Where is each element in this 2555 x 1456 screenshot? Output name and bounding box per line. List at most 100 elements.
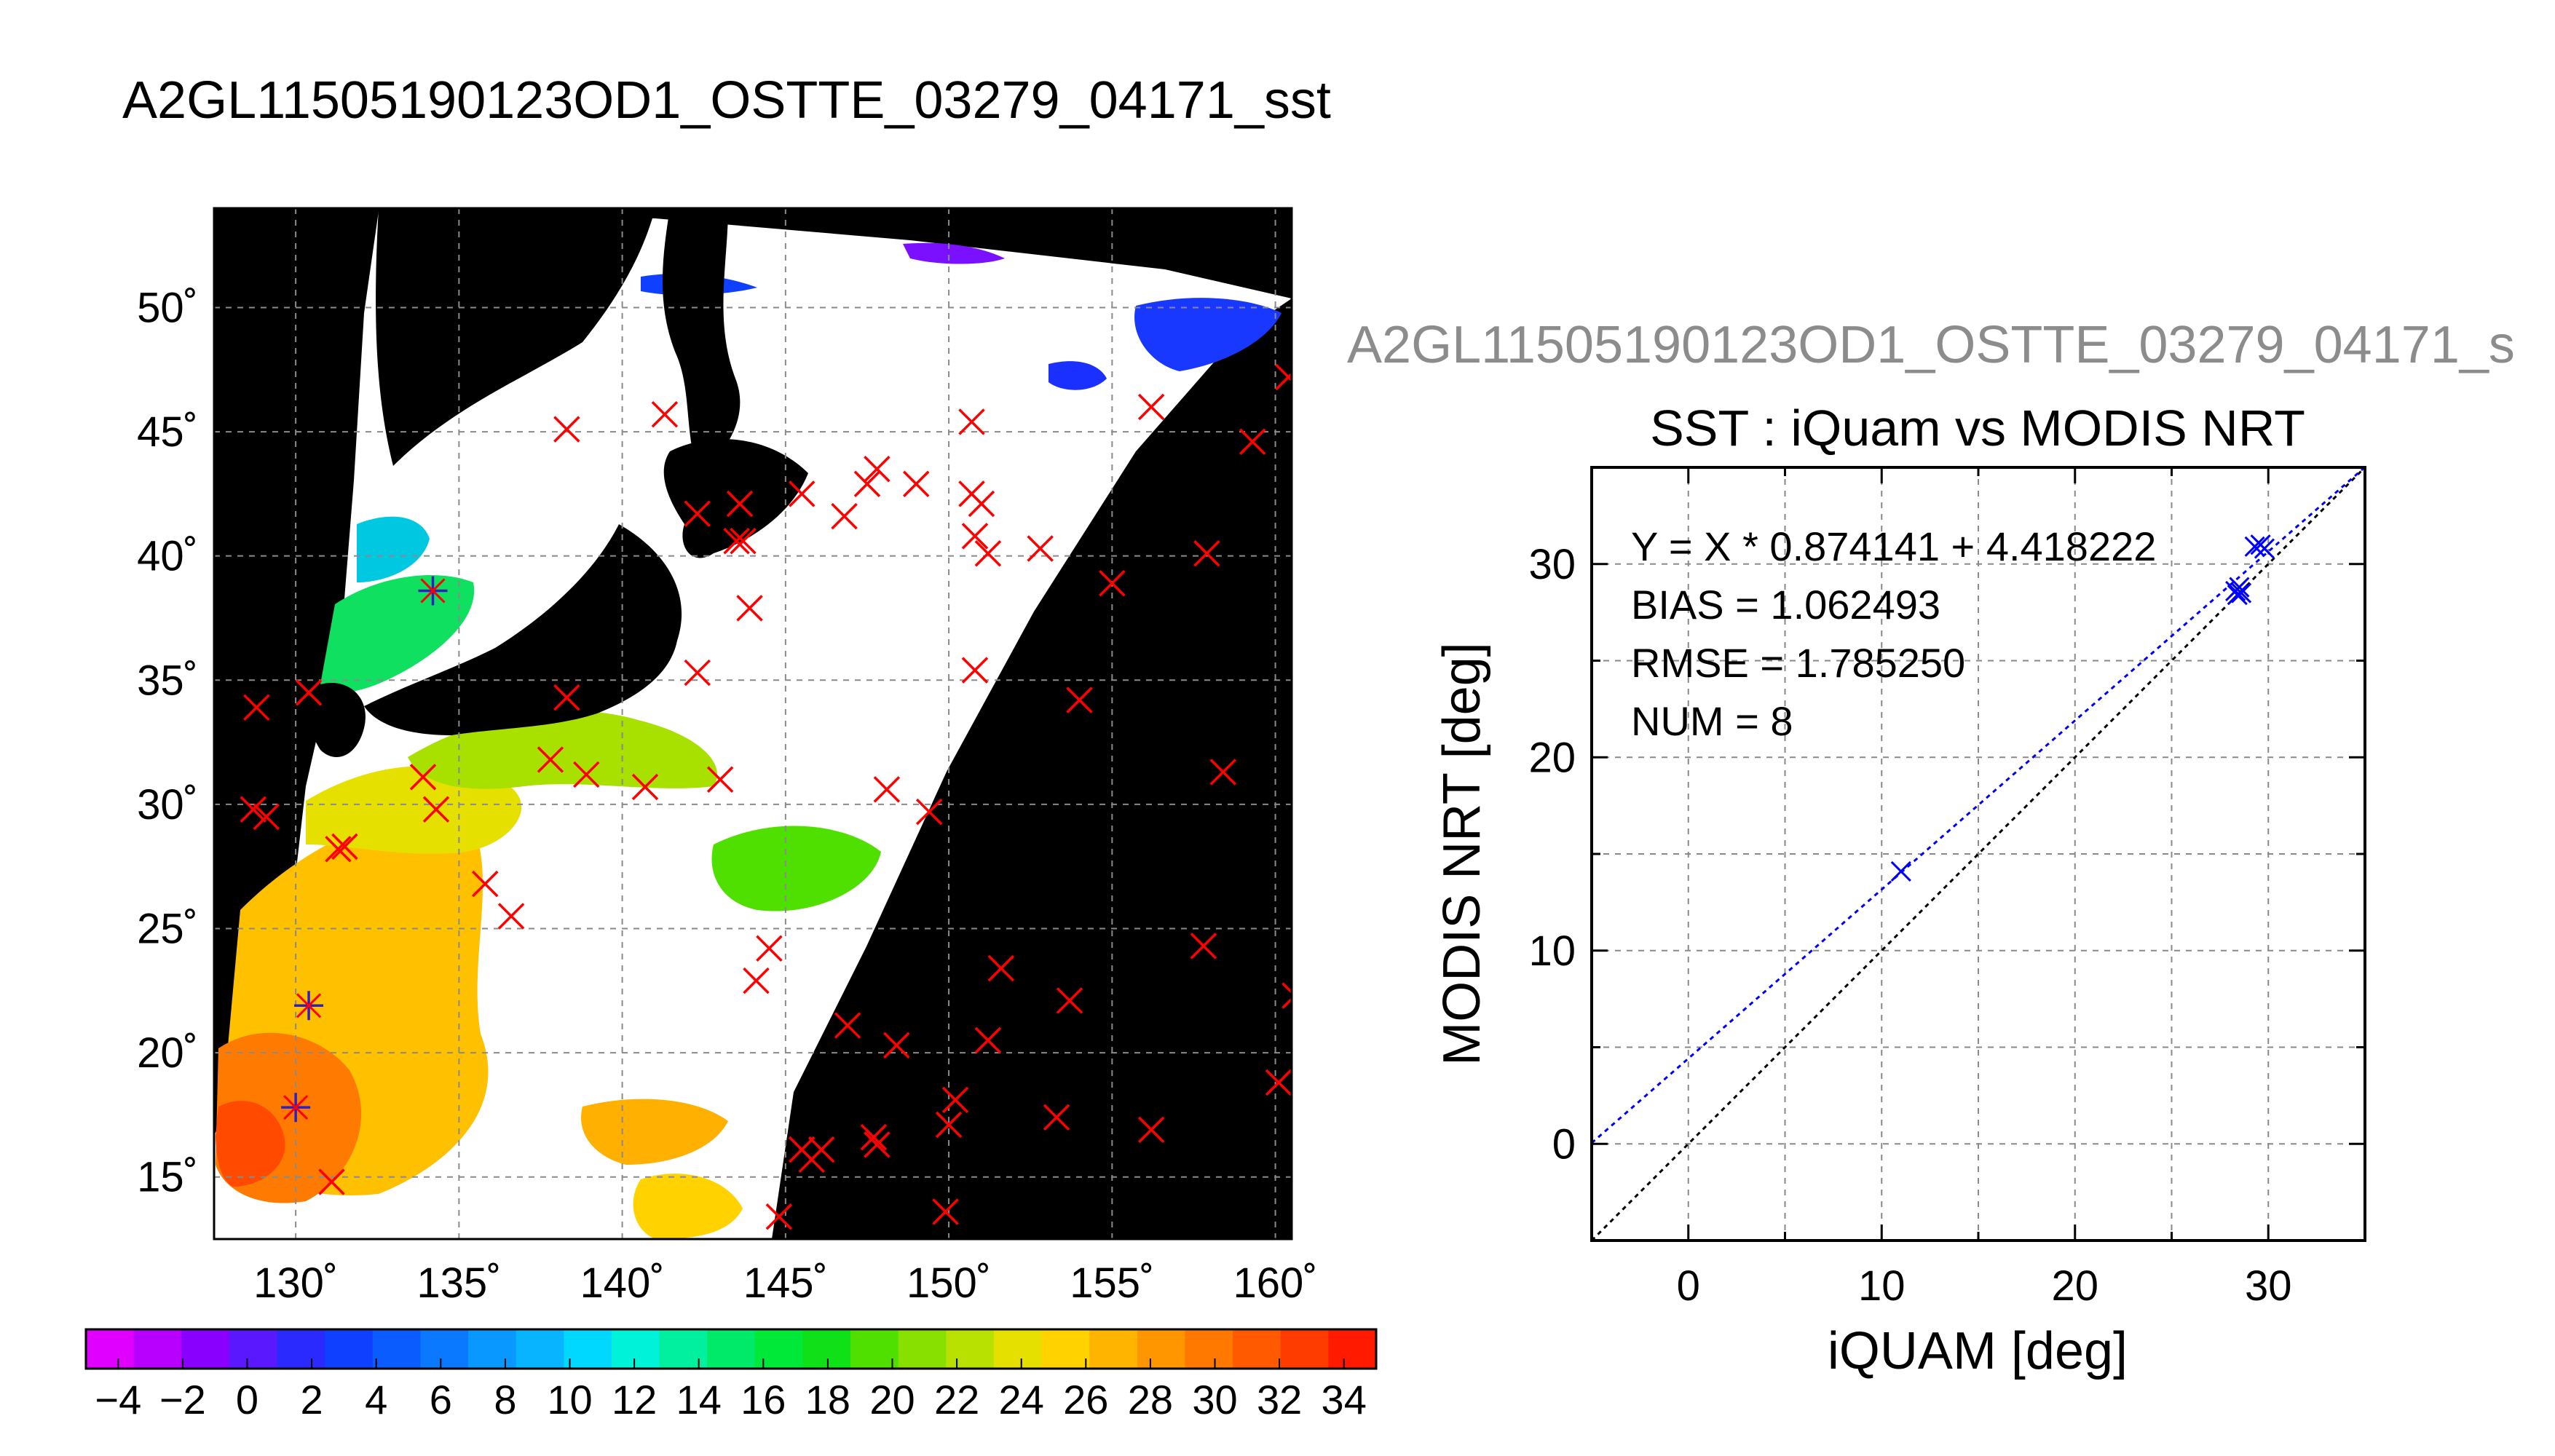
match-point-x [789,480,816,507]
colorbar-tick-label: 22 [934,1377,979,1423]
scatter-x-tick-label: 0 [1677,1262,1700,1310]
colorbar-tick-label: 20 [869,1377,915,1423]
map-lat-tick-label: 45˚ [137,408,198,456]
sst-patch-blue-far-ne [1049,361,1107,390]
map-lon-tick-label: 135˚ [416,1259,501,1307]
colorbar-cell [1280,1329,1330,1369]
land-sakhalin [663,208,741,473]
match-point-x [987,954,1015,982]
colorbar-frame [84,1328,1378,1370]
colorbar-tick-label: 32 [1257,1377,1302,1423]
colorbar-tick-label: 18 [805,1377,850,1423]
stats-box: Y = X * 0.874141 + 4.418222 BIAS = 1.062… [1631,523,2156,744]
scatter-tick-labels: 0 10 20 30 0 10 20 30 [1528,466,2366,1310]
main-title: A2GL11505190123OD1_OSTTE_03279_04171_sst [122,71,1331,130]
map-lon-tick-label: 160˚ [1233,1259,1318,1307]
scatter-x-tick-label: 20 [2051,1262,2098,1310]
colorbar-cell [707,1329,756,1369]
colorbar-cell [946,1329,995,1369]
colorbar-cell [133,1329,183,1369]
match-point-x [497,903,525,930]
match-point-x [860,1123,888,1151]
colorbar-tick-label: 4 [365,1377,387,1423]
colorbar-tick-label: 26 [1063,1377,1108,1423]
colorbar-tick-label: 14 [676,1377,722,1423]
colorbar-cell [420,1329,469,1369]
colorbar-cell [516,1329,565,1369]
match-point-x [240,796,267,823]
match-point-x [651,400,679,428]
map-lat-tick-label: 50˚ [137,284,198,331]
match-point-x [730,527,757,555]
colorbar-tick-label: 6 [430,1377,452,1423]
colorbar-cell [993,1329,1043,1369]
match-point-x [961,657,989,684]
stats-rmse: RMSE = 1.785250 [1631,640,1965,686]
scatter-y-tick-label: 10 [1528,927,1576,975]
match-point-x [1239,428,1266,455]
colorbar-tick-label: 12 [612,1377,657,1423]
match-point-x [1137,393,1165,421]
match-point-x [723,527,750,555]
land-masses [214,208,808,757]
scatter-xlabel: iQUAM [deg] [1828,1322,2128,1380]
colorbar-cell [564,1329,612,1369]
sst-patch-purple-ne [903,242,1005,264]
match-point-x [864,1131,891,1158]
colorbar-tick-label: 10 [547,1377,592,1423]
sst-patch-mid-green [711,826,881,911]
match-point-x [1190,933,1217,960]
match-point-x [743,967,770,994]
map-grid [214,208,1292,1239]
map-lat-tick-label: 35˚ [137,657,198,704]
scatter-x-tick-label: 10 [1858,1262,1906,1310]
match-point-x [325,836,352,863]
match-point-star [281,1093,311,1123]
map-lat-tick-label: 25˚ [137,905,198,952]
colorbar-tick-label: 2 [301,1377,323,1423]
colorbar-tick-label: 30 [1192,1377,1237,1423]
colorbar: −4 −2 0 2 4 6 8 10 12 14 16 18 20 22 24 26 28 30 32 34 [84,1328,1378,1423]
scatter-grid [1592,467,2365,1241]
sst-patch-very-hot [216,1101,285,1187]
colorbar-cell [802,1329,851,1369]
map-lat-tick-label: 20˚ [137,1029,198,1077]
match-point-x [1265,1069,1292,1096]
colorbar-cell [898,1329,947,1369]
scatter-point [2229,577,2250,598]
colorbar-cell [1233,1329,1282,1369]
sst-patch-blue-ne [1134,298,1282,371]
match-point-star [294,991,324,1021]
map-lat-tick-label: 40˚ [137,533,198,580]
match-point-x [1209,759,1237,786]
scatter-y-tick-label: 0 [1552,1120,1576,1168]
colorbar-cell [1137,1329,1186,1369]
sst-patch-orange-south [581,1099,728,1165]
map-lat-tick-label: 15˚ [137,1154,198,1201]
sst-map: 130˚ 135˚ 140˚ 145˚ 150˚ 155˚ 160˚ 15˚ 20˚ 25˚ 30˚… [137,207,1318,1307]
match-point-x [243,694,270,721]
match-point-star [418,576,448,606]
match-point-x [422,796,450,823]
match-point-x [915,798,943,826]
scatter-point [2227,585,2248,606]
match-point-x [1275,363,1292,391]
scatter-file-title: A2GL11505190123OD1_OSTTE_03279_04171_s [1347,316,2515,374]
match-point-x [706,766,734,794]
match-point-x [974,540,1002,567]
match-point-x [968,490,995,518]
match-point-x [903,470,930,497]
match-point-x [853,470,881,497]
match-point-x [961,523,989,550]
scatter-title: SST : iQuam vs MODIS NRT [1650,400,2305,456]
match-point-x [684,659,711,687]
match-point-x [631,773,659,801]
match-point-x [873,776,901,803]
scatter-point [1890,860,1911,882]
colorbar-cell [372,1329,422,1369]
match-point-x [553,416,580,443]
match-point-x [331,833,358,860]
colorbar-cell [754,1329,804,1369]
match-point-x [1056,987,1083,1014]
scatter-points [1890,534,2275,882]
